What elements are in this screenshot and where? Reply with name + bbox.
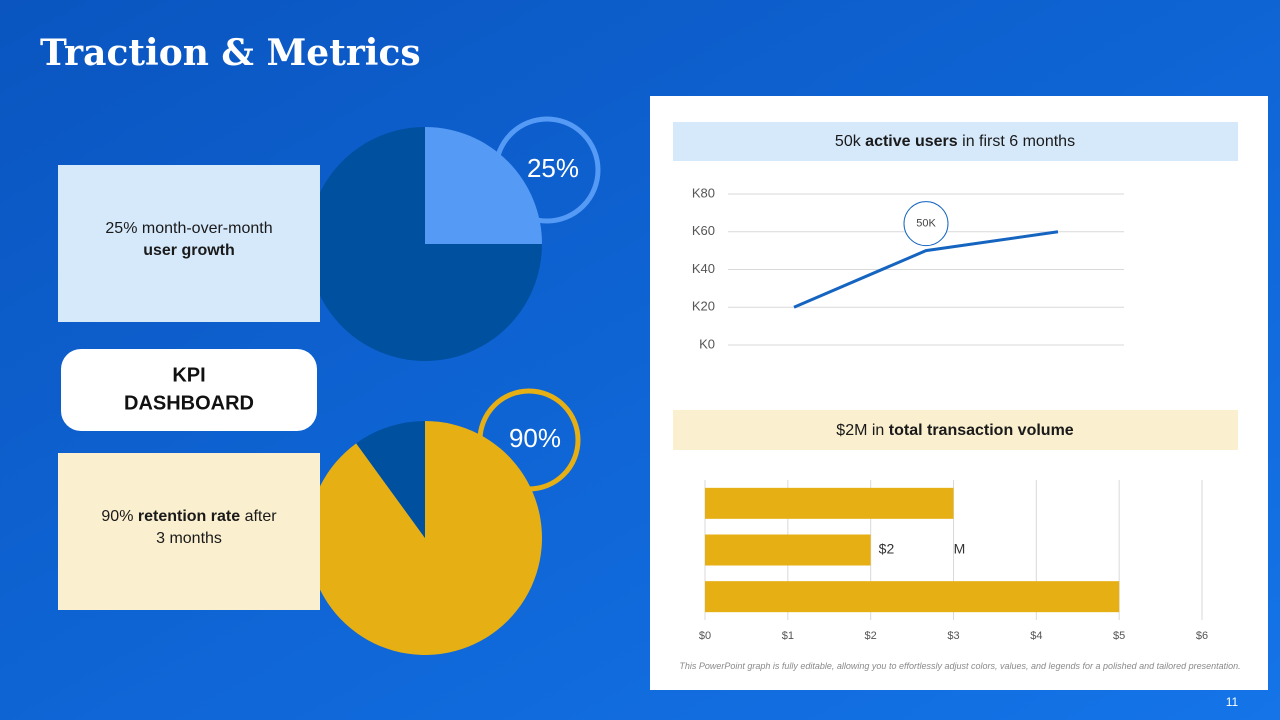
annotation: M — [954, 541, 966, 557]
x-tick-label: $1 — [782, 630, 794, 642]
text-run: 90% — [101, 508, 137, 525]
y-tick-label: K60 — [692, 223, 715, 238]
chart-title: 50k active users in first 6 months — [835, 133, 1075, 150]
pie-label: 90% — [509, 423, 561, 453]
x-tick-label: $3 — [947, 630, 959, 642]
chart-title: $2M in total transaction volume — [836, 422, 1073, 439]
pie-slice — [307, 421, 542, 655]
metric-card — [58, 165, 320, 322]
text-run: retention rate — [138, 508, 240, 525]
card-text: 3 months — [156, 530, 222, 547]
y-tick-label: K20 — [692, 299, 715, 314]
data-callout — [903, 201, 949, 247]
card-text: 25% month-over-month — [105, 220, 272, 237]
kpi-label: DASHBOARD — [124, 392, 254, 414]
cards: 25% month-over-month user growth 90% reten… — [58, 165, 320, 610]
y-tick-label: K80 — [692, 185, 715, 200]
pie-label: 25% — [527, 153, 579, 183]
metric-card — [58, 453, 320, 610]
kpi-label: KPI — [172, 364, 205, 386]
card-text: 90% retention rate after — [101, 508, 277, 525]
bar — [705, 581, 1120, 613]
text-run: 25% month-over-month — [105, 220, 272, 237]
callout-circle — [493, 116, 601, 224]
text-run: total transaction volume — [889, 422, 1074, 439]
pies: 25% 90% — [307, 116, 601, 655]
y-tick-label: K0 — [699, 336, 715, 351]
pie-slice — [356, 421, 425, 538]
text-run: 3 months — [156, 530, 222, 547]
pie-slice — [308, 127, 542, 361]
text-run: active users — [865, 133, 958, 150]
line-title-band — [673, 122, 1238, 161]
y-tick-label: K40 — [692, 261, 715, 276]
text-run: in first 6 months — [958, 133, 1075, 150]
text-run: 50k — [835, 133, 865, 150]
x-tick-label: $5 — [1113, 630, 1125, 642]
charts: 50k active users in first 6 months K0 K20 K… — [692, 133, 1208, 642]
bar-title-band — [673, 410, 1238, 450]
x-tick-label: $6 — [1196, 630, 1208, 642]
x-tick-label: $2 — [865, 630, 877, 642]
data-label: $2 — [879, 541, 895, 557]
text-run: $2M — [836, 422, 867, 439]
data-label: 50K — [916, 218, 936, 230]
footnote: This PowerPoint graph is fully editable,… — [679, 661, 1241, 671]
page-number: 11 — [1226, 695, 1239, 709]
bar — [705, 534, 871, 566]
callout-circle — [477, 388, 581, 492]
line-series — [793, 230, 1059, 309]
text-run: user growth — [143, 242, 235, 259]
text-run: in — [867, 422, 888, 439]
x-tick-label: $0 — [699, 630, 711, 642]
kpi-badge — [61, 349, 317, 431]
card-text: user growth — [143, 242, 235, 259]
pie-slice — [425, 127, 542, 244]
slide-title: Traction & Metrics — [40, 32, 421, 74]
text-run: after — [240, 508, 277, 525]
bar — [705, 487, 954, 519]
x-tick-label: $4 — [1030, 630, 1042, 642]
